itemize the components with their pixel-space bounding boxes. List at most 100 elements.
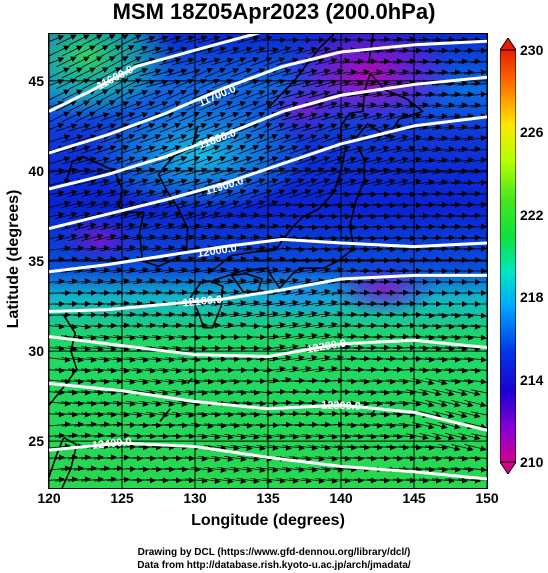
wind-arrow xyxy=(120,101,143,111)
wind-arrow xyxy=(230,245,253,252)
wind-arrow xyxy=(359,202,383,209)
wind-arrow xyxy=(412,113,435,120)
wind-arrow xyxy=(217,112,240,122)
wind-arrow xyxy=(250,189,273,198)
wind-arrow xyxy=(243,133,266,144)
wind-arrow xyxy=(263,145,286,154)
wind-arrow xyxy=(82,56,103,68)
y-tick-label: 25 xyxy=(28,433,44,450)
wind-arrow xyxy=(49,57,65,64)
wind-arrow xyxy=(191,267,214,274)
wind-arrow xyxy=(353,278,377,285)
wind-arrow xyxy=(120,34,142,46)
wind-arrow xyxy=(354,145,377,154)
wind-arrow xyxy=(458,124,481,131)
wind-arrow xyxy=(263,278,286,285)
wind-arrow xyxy=(133,167,156,176)
wind-arrow xyxy=(315,123,338,132)
wind-arrow xyxy=(191,156,214,166)
wind-arrow xyxy=(165,46,188,55)
wind-arrow xyxy=(217,311,240,318)
wind-arrow xyxy=(359,311,383,318)
wind-arrow xyxy=(230,311,253,318)
wind-arrow xyxy=(126,156,149,165)
wind-arrow xyxy=(256,47,279,54)
wind-arrow xyxy=(386,178,409,187)
wind-arrow xyxy=(445,80,468,87)
wind-arrow xyxy=(431,212,455,219)
wind-arrow xyxy=(346,224,370,231)
wind-arrow xyxy=(269,90,292,100)
wind-arrow xyxy=(81,367,104,374)
wind-arrow xyxy=(74,222,97,231)
wind-arrow xyxy=(126,222,149,231)
wind-arrow xyxy=(445,58,468,65)
wind-arrow xyxy=(367,102,390,109)
wind-arrow xyxy=(321,355,344,362)
wind-arrow xyxy=(359,246,383,253)
wind-arrow xyxy=(340,278,364,285)
wind-arrow xyxy=(282,288,305,296)
wind-arrow xyxy=(328,344,351,351)
wind-arrow xyxy=(139,90,162,100)
wind-arrow xyxy=(101,45,122,57)
wind-arrow xyxy=(172,322,195,329)
wind-arrow xyxy=(341,58,364,65)
wind-arrow xyxy=(100,334,123,341)
wind-arrow xyxy=(308,68,331,77)
wind-arrow xyxy=(379,366,403,373)
wind-arrow xyxy=(159,79,182,88)
wind-arrow xyxy=(295,355,318,362)
wind-arrow xyxy=(445,168,468,175)
wind-arrow xyxy=(113,311,136,318)
wind-arrow xyxy=(366,257,390,264)
wind-arrow xyxy=(341,102,364,109)
wind-arrow xyxy=(243,200,266,209)
wind-arrow xyxy=(113,378,136,385)
wind-arrow xyxy=(438,69,461,76)
wind-arrow xyxy=(178,89,201,100)
wind-arrow xyxy=(399,91,422,98)
wind-arrow xyxy=(372,289,396,296)
wind-arrow xyxy=(366,344,390,351)
wind-arrow xyxy=(94,278,117,285)
wind-arrow xyxy=(289,366,312,373)
wind-arrow xyxy=(340,257,364,264)
wind-arrow xyxy=(178,289,201,296)
wind-arrow xyxy=(198,211,221,220)
wind-arrow xyxy=(49,67,70,79)
wind-arrow xyxy=(230,90,253,100)
wind-arrow xyxy=(165,134,188,144)
wind-arrow xyxy=(379,322,403,329)
wind-arrow xyxy=(152,334,175,341)
wind-arrow xyxy=(308,134,331,143)
wind-arrow xyxy=(120,56,142,68)
wind-arrow xyxy=(165,289,188,296)
wind-arrow xyxy=(269,112,292,122)
wind-arrow xyxy=(451,334,474,341)
wind-arrow xyxy=(159,211,182,220)
wind-arrow xyxy=(107,278,130,285)
wind-arrow xyxy=(444,234,468,241)
wind-arrow xyxy=(425,179,448,186)
wind-arrow xyxy=(431,190,455,197)
wind-arrow xyxy=(120,167,143,176)
wind-arrow xyxy=(152,356,175,363)
wind-arrow xyxy=(113,245,136,252)
wind-arrow xyxy=(315,101,338,110)
wind-arrow xyxy=(198,234,221,241)
wind-arrow xyxy=(178,156,201,166)
wind-arrow xyxy=(321,112,344,121)
wind-arrow xyxy=(347,156,370,165)
wind-arrow xyxy=(107,101,130,111)
colorbar-max-extend xyxy=(500,38,516,51)
wind-arrow xyxy=(146,256,169,263)
wind-arrow xyxy=(411,223,435,230)
wind-arrow xyxy=(68,345,91,352)
wind-arrow xyxy=(74,267,97,274)
wind-arrow xyxy=(445,367,468,374)
wind-arrow xyxy=(302,101,325,110)
wind-arrow xyxy=(464,312,487,319)
x-tick-label: 120 xyxy=(37,490,61,506)
wind-arrow xyxy=(49,233,65,240)
